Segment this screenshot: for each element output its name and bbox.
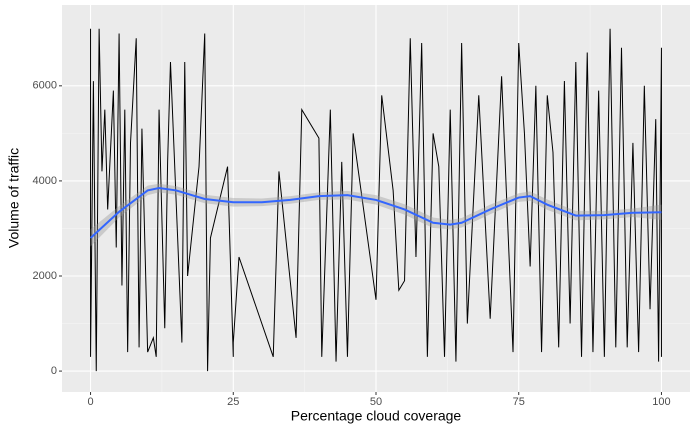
y-tick-label: 2000 [33, 270, 57, 282]
confidence-band [90, 183, 662, 247]
y-axis-title: Volume of traffic [6, 148, 22, 248]
x-tick-label: 25 [227, 396, 239, 408]
y-tick-label: 0 [51, 365, 57, 377]
y-tick-label: 4000 [33, 175, 57, 187]
x-tick-label: 50 [370, 396, 382, 408]
smooth-line [89, 187, 662, 239]
x-tick-label: 75 [513, 396, 525, 408]
x-tick-label: 0 [87, 396, 93, 408]
y-tick-label: 6000 [33, 80, 57, 92]
x-axis-title: Percentage cloud coverage [291, 408, 462, 424]
x-tick-label: 100 [652, 396, 670, 408]
traffic-line [90, 28, 662, 372]
